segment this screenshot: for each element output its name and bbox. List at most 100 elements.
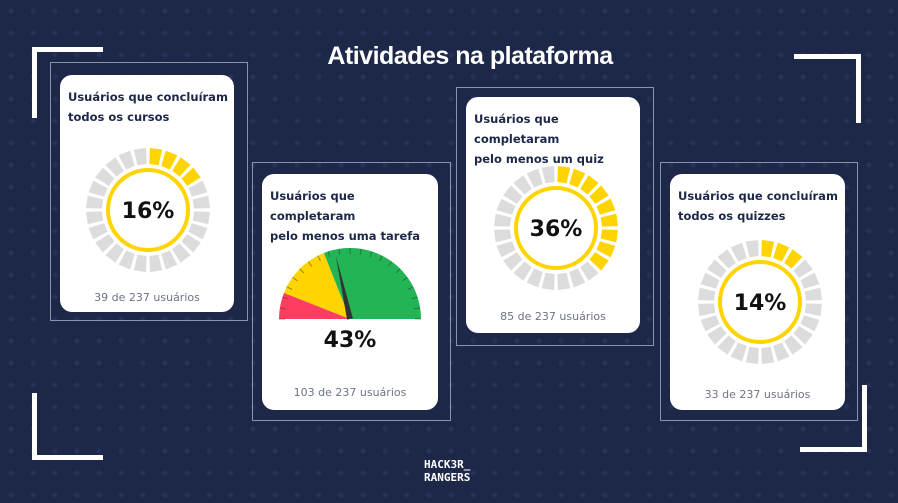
donut-segment: [494, 213, 512, 227]
donut-segment: [192, 195, 210, 209]
donut-segment: [494, 229, 512, 243]
donut-segment: [784, 249, 803, 269]
gauge-tick: [402, 276, 408, 282]
donut-chart: 36%: [494, 166, 618, 290]
card-frame: [660, 162, 858, 421]
donut-inner-ring: [106, 168, 190, 252]
donut-segment: [717, 249, 736, 269]
card-title: todos os quizzes: [678, 209, 786, 223]
gauge-tick: [327, 251, 331, 258]
donut-segment: [596, 241, 616, 258]
donut-segment: [698, 287, 716, 301]
donut-segment: [181, 234, 201, 253]
card-quiz-completed: Usuários que completaram pelo menos um qu…: [466, 97, 640, 333]
donut-segment: [88, 223, 108, 240]
donut-segment: [118, 150, 135, 170]
card-title: Usuários que completaram: [474, 112, 560, 146]
donut-segment: [133, 148, 147, 166]
card-frame: [456, 87, 654, 346]
gauge-tick: [387, 261, 393, 267]
donut-segment: [804, 287, 822, 301]
donut-segment: [513, 261, 532, 281]
donut-segment: [717, 335, 736, 355]
donut-segment: [526, 268, 543, 288]
card-footer: 39 de 237 usuários: [94, 291, 200, 304]
card-title: Usuários que completaram: [270, 189, 356, 223]
donut-segment: [149, 148, 163, 166]
gauge-tick: [317, 255, 321, 262]
donut-segment: [172, 157, 191, 177]
gauge-tick: [279, 307, 286, 310]
corner-bracket-top-left: [32, 47, 103, 118]
gauge-chart: 43%: [279, 248, 421, 353]
donut-segment: [133, 254, 147, 272]
percent-label: 14%: [734, 291, 787, 316]
logo-line: HACK3R_: [424, 458, 471, 471]
gauge-tick: [286, 286, 293, 290]
donut-chart: 14%: [698, 240, 822, 364]
card-footer: 85 de 237 usuários: [500, 310, 606, 323]
donut-segment: [698, 303, 716, 317]
donut-segment: [541, 272, 555, 290]
card-title: pelo menos um quiz: [474, 152, 604, 166]
gauge-tick: [395, 268, 401, 274]
card-all-quizzes-completed: Usuários que concluíram todos os quizzes …: [670, 174, 845, 410]
donut-segment: [793, 326, 813, 345]
donut-segment: [773, 342, 790, 362]
donut-segment: [503, 185, 523, 204]
donut-segment: [496, 198, 516, 215]
card-title: todos os cursos: [68, 110, 170, 124]
card-frame: [50, 62, 248, 321]
corner-bracket-top-right: [794, 54, 861, 123]
donut-segment: [600, 213, 618, 227]
donut-segment: [745, 240, 759, 258]
donut-segment: [172, 243, 191, 263]
donut-segment: [800, 272, 820, 289]
gauge-tick: [338, 248, 341, 255]
donut-segment: [700, 315, 720, 332]
donut-segment: [784, 335, 803, 355]
donut-inner-ring: [718, 260, 802, 344]
gauge-red-zone: [279, 292, 350, 319]
donut-segment: [188, 180, 208, 197]
donut-chart: 16%: [86, 148, 210, 272]
corner-bracket-bottom-right: [800, 385, 867, 452]
donut-segment: [745, 346, 759, 364]
donut-segment: [773, 242, 790, 262]
donut-segment: [800, 315, 820, 332]
donut-segment: [793, 259, 813, 278]
donut-segment: [804, 303, 822, 317]
donut-segment: [730, 342, 747, 362]
card-tasks-completed: Usuários que completaram pelo menos uma t…: [262, 174, 438, 410]
card-title: Usuários que concluíram: [68, 90, 228, 104]
gauge-tick: [359, 248, 362, 255]
donut-segment: [149, 254, 163, 272]
donut-segment: [707, 326, 727, 345]
donut-segment: [557, 166, 571, 184]
gauge-tick: [299, 268, 305, 274]
donut-segment: [118, 250, 135, 270]
donut-segment: [95, 234, 115, 253]
page-title: Atividades na plataforma: [327, 42, 613, 70]
donut-segment: [557, 272, 571, 290]
donut-segment: [192, 211, 210, 225]
donut-segment: [580, 175, 599, 195]
donut-segment: [600, 229, 618, 243]
donut-segment: [181, 167, 201, 186]
donut-segment: [86, 211, 104, 225]
donut-segment: [541, 166, 555, 184]
gauge-tick: [307, 261, 313, 267]
card-title: Usuários que concluíram: [678, 189, 838, 203]
donut-segment: [513, 175, 532, 195]
donut-segment: [730, 242, 747, 262]
gauge-tick: [414, 307, 421, 310]
gauge-tick: [407, 286, 414, 290]
donut-segment: [105, 243, 124, 263]
gauge-tick: [379, 255, 383, 262]
donut-segment: [161, 250, 178, 270]
corner-bracket-bottom-left: [32, 393, 103, 460]
donut-segment: [761, 240, 775, 258]
donut-segment: [761, 346, 775, 364]
donut-segment: [580, 261, 599, 281]
donut-segment: [589, 252, 609, 271]
